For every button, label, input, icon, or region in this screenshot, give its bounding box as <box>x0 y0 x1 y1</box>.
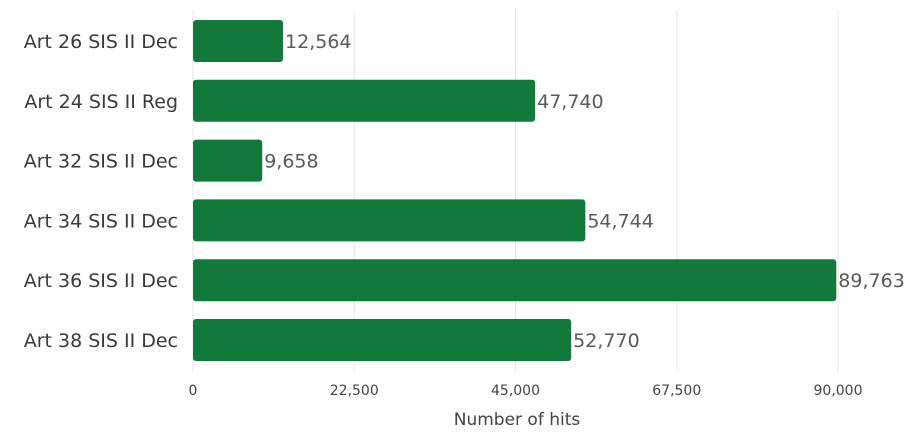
x-axis-title: Number of hits <box>454 410 581 430</box>
bar <box>193 139 263 182</box>
value-label: 9,658 <box>264 151 318 173</box>
x-tick-label: 22,500 <box>330 383 379 399</box>
x-tick-label: 0 <box>189 383 198 399</box>
category-label: Art 36 SIS II Dec <box>24 270 178 292</box>
value-label: 12,564 <box>285 31 351 53</box>
bar <box>193 20 284 62</box>
category-label: Art 34 SIS II Dec <box>24 210 178 232</box>
value-label: 89,763 <box>838 270 904 292</box>
value-label: 52,770 <box>573 330 639 352</box>
value-label: 47,740 <box>537 91 603 113</box>
bar <box>193 259 837 302</box>
bars <box>193 20 837 361</box>
bar <box>193 199 586 242</box>
x-tick-label: 67,500 <box>652 383 701 399</box>
category-label: Art 26 SIS II Dec <box>24 31 178 53</box>
x-tick-labels: 0 22,500 45,000 67,500 90,000 <box>189 383 863 399</box>
x-tick-label: 45,000 <box>491 383 540 399</box>
category-labels: Art 26 SIS II Dec Art 24 SIS II Reg Art 32… <box>24 31 178 352</box>
gridlines <box>192 10 839 372</box>
x-tick-label: 90,000 <box>814 383 863 399</box>
value-label: 54,744 <box>587 210 653 232</box>
category-label: Art 38 SIS II Dec <box>24 330 178 352</box>
bar <box>193 319 572 361</box>
value-labels: 12,564 47,740 9,658 54,744 89,763 52,770 <box>264 31 905 352</box>
category-label: Art 32 SIS II Dec <box>24 151 178 173</box>
bar <box>193 79 536 122</box>
category-label: Art 24 SIS II Reg <box>24 91 178 113</box>
